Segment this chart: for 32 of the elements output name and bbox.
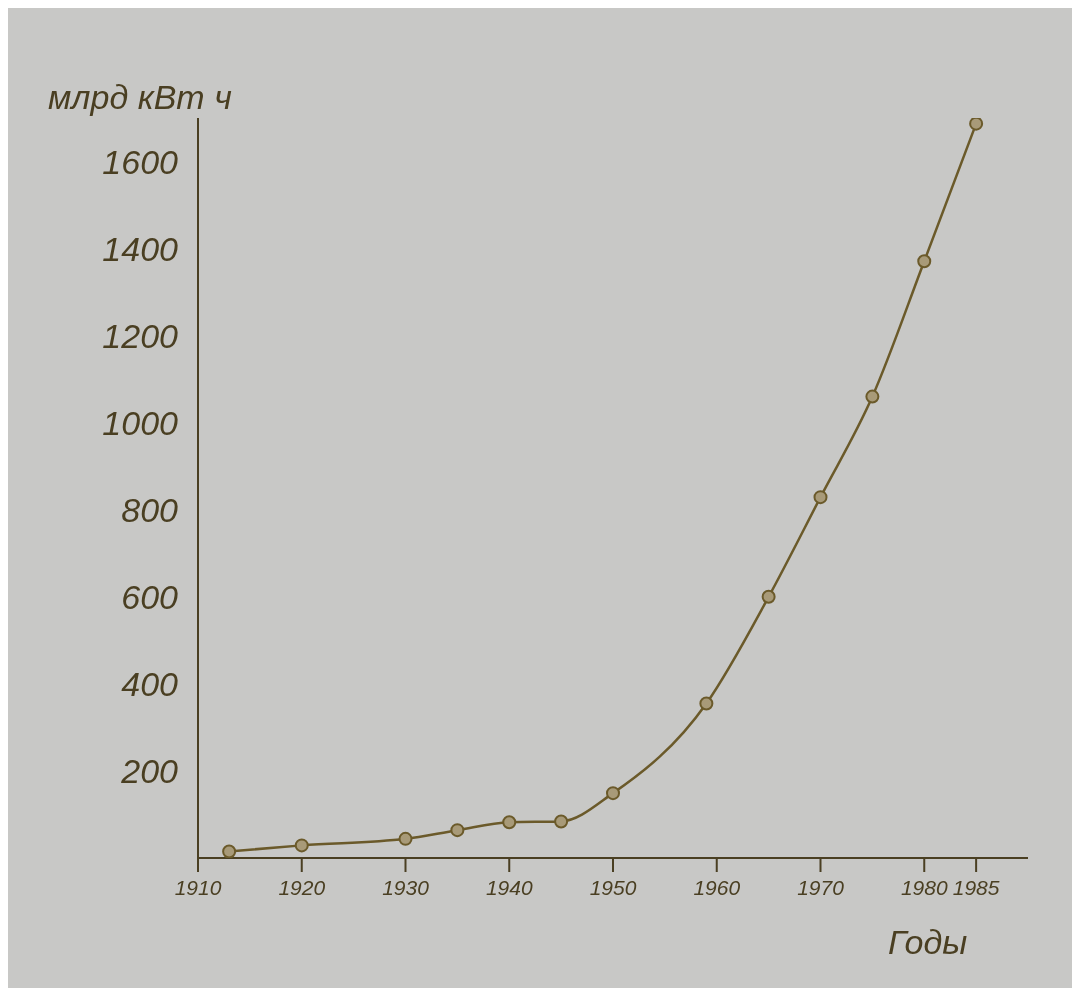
- x-tick-label: 1980: [900, 875, 948, 899]
- y-tick-label: 800: [121, 490, 179, 529]
- y-tick-label: 1000: [102, 403, 179, 442]
- x-tick-label: 1930: [382, 875, 430, 899]
- y-tick-label: 1200: [102, 316, 179, 355]
- point: [502, 815, 517, 830]
- y-tick-label: 1600: [102, 142, 179, 181]
- point: [865, 389, 880, 404]
- y-axis-title: млрд кВт ч: [48, 78, 232, 117]
- point: [917, 254, 932, 269]
- point: [554, 814, 569, 829]
- x-tick-label: 1950: [589, 875, 637, 899]
- point: [450, 823, 465, 838]
- x-tick-label: 1910: [174, 875, 222, 899]
- y-tick-label: 400: [121, 664, 179, 703]
- x-tick-label: 1970: [797, 875, 845, 899]
- y-tick-label: 1400: [102, 229, 179, 268]
- point: [222, 844, 237, 858]
- x-tick-label: 1985: [952, 875, 1000, 899]
- x-axis-title: Годы: [888, 923, 968, 962]
- y-tick-label: 200: [120, 752, 179, 791]
- point: [606, 786, 620, 801]
- point: [969, 118, 984, 131]
- point: [699, 696, 714, 711]
- point: [761, 589, 776, 604]
- x-tick-label: 1960: [693, 875, 741, 899]
- point: [294, 838, 309, 853]
- x-tick-label: 1940: [485, 875, 533, 899]
- point: [813, 490, 828, 505]
- y-tick-label: 600: [121, 577, 179, 616]
- point: [398, 831, 413, 846]
- x-tick-label: 1920: [278, 875, 326, 899]
